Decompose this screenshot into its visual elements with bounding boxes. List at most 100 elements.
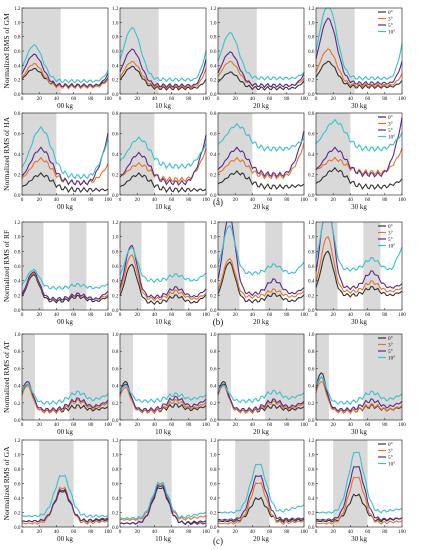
load-label: 20 kg xyxy=(253,102,269,110)
x-tick-label: 80 xyxy=(186,529,192,535)
x-tick-label: 40 xyxy=(152,197,158,203)
y-tick-label: 1.2 xyxy=(14,438,21,444)
series-line xyxy=(315,376,403,413)
y-tick-label: 0.4 xyxy=(112,152,119,158)
x-tick-label: 100 xyxy=(104,422,112,428)
y-tick-label: 0.4 xyxy=(112,63,119,69)
y-tick-label: 1.0 xyxy=(14,332,21,338)
x-tick-label: 40 xyxy=(54,312,60,318)
legend-label: 3° xyxy=(388,448,393,455)
y-tick-label: 1.0 xyxy=(308,453,315,459)
series-line xyxy=(119,136,207,170)
series-line xyxy=(217,474,305,522)
y-tick-label: 0.0 xyxy=(14,308,21,314)
panel-label: (c) xyxy=(213,536,223,546)
x-tick-label: 100 xyxy=(202,529,210,535)
plot-frame xyxy=(315,333,403,421)
y-tick-label: 0.6 xyxy=(210,482,217,488)
x-tick-label: 100 xyxy=(300,529,308,535)
x-tick-label: 20 xyxy=(37,312,43,318)
series-line xyxy=(315,380,403,415)
plot-frame xyxy=(119,333,207,421)
y-tick-label: 0.8 xyxy=(112,349,119,355)
y-tick-label: 0.2 xyxy=(308,511,315,517)
series-line xyxy=(217,71,305,91)
x-tick-label: 80 xyxy=(284,529,290,535)
load-label: 10 kg xyxy=(155,203,171,211)
load-label: 20 kg xyxy=(253,535,269,543)
series-line xyxy=(217,496,305,523)
y-tick-label: 0.0 xyxy=(112,193,119,199)
phase-shade xyxy=(22,8,61,94)
y-tick-label: 0.0 xyxy=(14,193,21,199)
y-tick-label: 0.8 xyxy=(210,249,217,255)
series-line xyxy=(21,486,109,525)
series-line xyxy=(217,130,305,178)
legend-label: 3° xyxy=(388,342,393,349)
x-tick-label: 100 xyxy=(300,312,308,318)
phase-shade xyxy=(218,8,257,94)
y-tick-label: 1.2 xyxy=(308,6,315,12)
x-tick-label: 100 xyxy=(202,96,210,102)
y-tick-label: 0.4 xyxy=(308,152,315,158)
x-tick-label: 60 xyxy=(267,312,273,318)
x-tick-label: 40 xyxy=(348,422,354,428)
subplot: 0.0 0.2 0.4 0.6 0.8 1.0 0 20 40 60 80 100 00 kg xyxy=(14,332,112,436)
y-tick-label: 0.4 xyxy=(112,496,119,502)
x-tick-label: 20 xyxy=(331,96,337,102)
x-tick-label: 60 xyxy=(71,312,77,318)
x-tick-label: 20 xyxy=(233,529,239,535)
x-tick-label: 40 xyxy=(54,197,60,203)
phase-shade xyxy=(218,222,240,310)
x-tick-label: 40 xyxy=(348,96,354,102)
legend-label: 0° xyxy=(388,114,393,121)
y-tick-label: 1.0 xyxy=(112,235,119,241)
series-line xyxy=(217,142,305,180)
series-line xyxy=(315,376,403,406)
legend-label: 5° xyxy=(388,348,393,355)
subplot: 0.0 0.2 0.4 0.6 0.8 1.0 1.2 0 20 40 60 80 100 30 kg xyxy=(308,6,406,110)
x-tick-label: 40 xyxy=(348,197,354,203)
y-tick-label: 0.2 xyxy=(14,173,21,179)
x-tick-label: 0 xyxy=(217,529,220,535)
series-line xyxy=(119,26,207,83)
load-label: 20 kg xyxy=(253,203,269,211)
series-line xyxy=(119,48,207,89)
x-tick-label: 60 xyxy=(267,96,273,102)
y-tick-label: 0.0 xyxy=(14,92,21,98)
series-line xyxy=(217,385,305,414)
y-tick-label: 0.8 xyxy=(112,111,119,117)
subplot: 0.0 0.2 0.4 0.6 0.8 1.0 1.2 0 20 40 60 80 100 20 kg xyxy=(210,438,308,543)
x-tick-label: 40 xyxy=(152,422,158,428)
x-tick-label: 80 xyxy=(284,96,290,102)
x-tick-label: 0 xyxy=(315,96,318,102)
load-label: 10 kg xyxy=(155,535,171,543)
x-tick-label: 20 xyxy=(233,96,239,102)
plot-frame xyxy=(21,333,109,421)
y-tick-label: 1.0 xyxy=(308,20,315,26)
series-line xyxy=(119,134,207,186)
y-tick-label: 0.0 xyxy=(308,308,315,314)
x-tick-label: 80 xyxy=(284,197,290,203)
series-line xyxy=(119,484,207,526)
y-tick-label: 0.0 xyxy=(308,525,315,531)
y-tick-label: 1.0 xyxy=(112,453,119,459)
x-tick-label: 40 xyxy=(348,312,354,318)
y-tick-label: 0.0 xyxy=(14,525,21,531)
series-line xyxy=(217,385,305,404)
y-tick-label: 0.6 xyxy=(112,264,119,270)
y-tick-label: 0.4 xyxy=(210,496,217,502)
series-line xyxy=(119,385,207,404)
legend-label: 5° xyxy=(388,127,393,134)
x-tick-label: 40 xyxy=(250,529,256,535)
y-tick-label: 0.4 xyxy=(210,63,217,69)
legend-label: 0° xyxy=(388,335,393,342)
panel-label: (a) xyxy=(213,197,223,207)
series-line xyxy=(119,147,207,183)
x-tick-label: 0 xyxy=(119,422,122,428)
x-tick-label: 80 xyxy=(382,422,388,428)
x-tick-label: 40 xyxy=(152,312,158,318)
x-tick-label: 20 xyxy=(331,529,337,535)
phase-shade xyxy=(265,222,283,310)
y-tick-label: 0.4 xyxy=(210,384,217,390)
